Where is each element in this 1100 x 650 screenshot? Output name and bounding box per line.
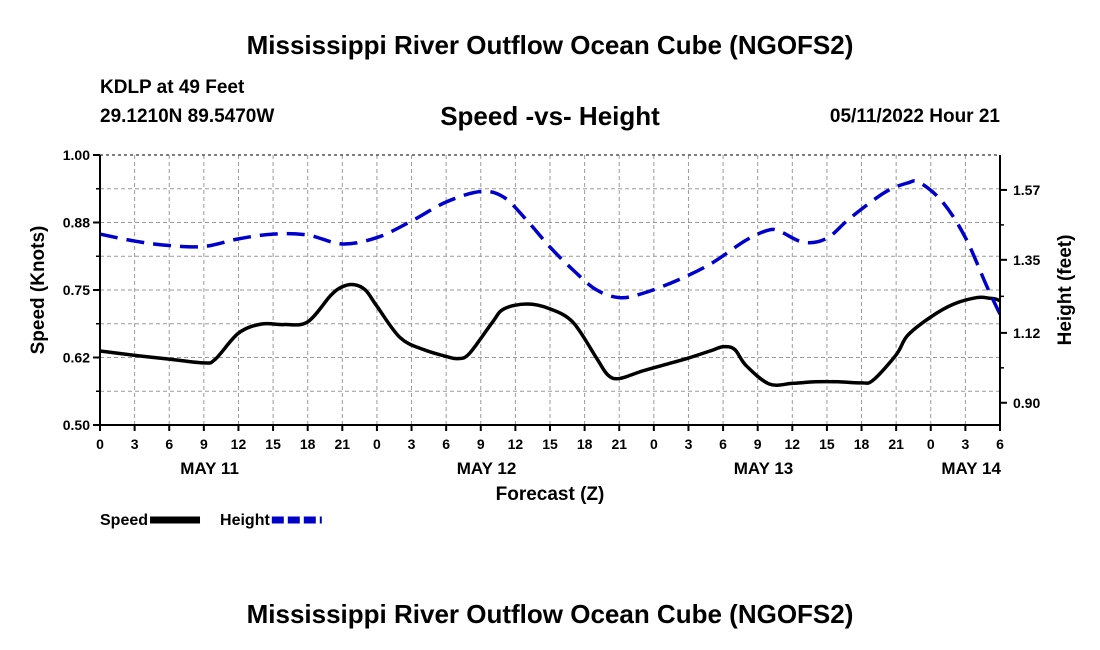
x-tick-label: 0 — [650, 436, 658, 452]
x-tick-label: 18 — [854, 436, 870, 452]
legend-label-height: Height — [220, 512, 270, 529]
date-label: MAY 13 — [734, 459, 794, 478]
x-tick-label: 9 — [477, 436, 485, 452]
y-axis-title-right: Height (feet) — [1055, 235, 1076, 346]
x-tick-label: 12 — [231, 436, 247, 452]
x-tick-label: 12 — [785, 436, 801, 452]
x-tick-label: 15 — [542, 436, 558, 452]
x-tick-label: 3 — [408, 436, 416, 452]
x-tick-label: 6 — [719, 436, 727, 452]
x-tick-label: 6 — [996, 436, 1004, 452]
y-axis-title-left: Speed (Knots) — [28, 226, 49, 355]
chart-labels: 0.50 0.62 0.75 0.88 1.00 0.90 1.12 1.35 1.57 0 3 6 9… — [28, 147, 1076, 505]
x-tick-label: 6 — [442, 436, 450, 452]
series-line-speed — [100, 282, 1000, 387]
series-line-height — [100, 178, 1000, 319]
x-tick-label: 9 — [200, 436, 208, 452]
date-label: MAY 14 — [941, 459, 1001, 478]
x-tick-label: 0 — [373, 436, 381, 452]
x-tick-label: 12 — [508, 436, 524, 452]
left-y-tick-label: 0.88 — [63, 215, 90, 231]
forecast-datetime: 05/11/2022 Hour 21 — [829, 106, 1000, 127]
chart-title: Mississippi River Outflow Ocean Cube (NG… — [246, 30, 854, 60]
x-tick-label: 3 — [961, 436, 969, 452]
x-tick-label: 21 — [611, 436, 627, 452]
footer-title: Mississippi River Outflow Ocean Cube (NG… — [246, 599, 854, 629]
legend-label-speed: Speed — [100, 512, 148, 529]
x-tick-label: 15 — [819, 436, 835, 452]
chart-subtitle: Speed -vs- Height — [440, 101, 660, 131]
chart-legend: Speed Height — [100, 512, 322, 529]
x-tick-label: 15 — [265, 436, 281, 452]
station-coordinates: 29.1210N 89.5470W — [100, 106, 275, 127]
x-tick-label: 21 — [335, 436, 351, 452]
right-y-tick-label: 1.35 — [1013, 252, 1040, 268]
left-y-tick-label: 1.00 — [63, 147, 90, 163]
date-label: MAY 11 — [180, 459, 239, 478]
right-y-tick-label: 1.57 — [1013, 182, 1040, 198]
chart-series — [100, 178, 1000, 387]
x-axis-title: Forecast (Z) — [496, 484, 605, 505]
x-tick-label: 21 — [888, 436, 904, 452]
x-tick-label: 3 — [131, 436, 139, 452]
right-y-tick-label: 0.90 — [1013, 395, 1040, 411]
right-y-tick-label: 1.12 — [1013, 325, 1040, 341]
left-y-tick-label: 0.62 — [63, 350, 90, 366]
station-label: KDLP at 49 Feet — [100, 77, 245, 98]
date-label: MAY 12 — [457, 459, 517, 478]
x-tick-label: 6 — [165, 436, 173, 452]
x-tick-label: 0 — [927, 436, 935, 452]
left-y-tick-label: 0.50 — [63, 417, 90, 433]
x-tick-label: 18 — [300, 436, 316, 452]
x-tick-label: 9 — [754, 436, 762, 452]
x-tick-label: 3 — [685, 436, 693, 452]
chart-ticks — [93, 154, 1007, 431]
x-tick-label: 18 — [577, 436, 593, 452]
x-tick-label: 0 — [96, 436, 104, 452]
left-y-tick-label: 0.75 — [63, 282, 90, 298]
